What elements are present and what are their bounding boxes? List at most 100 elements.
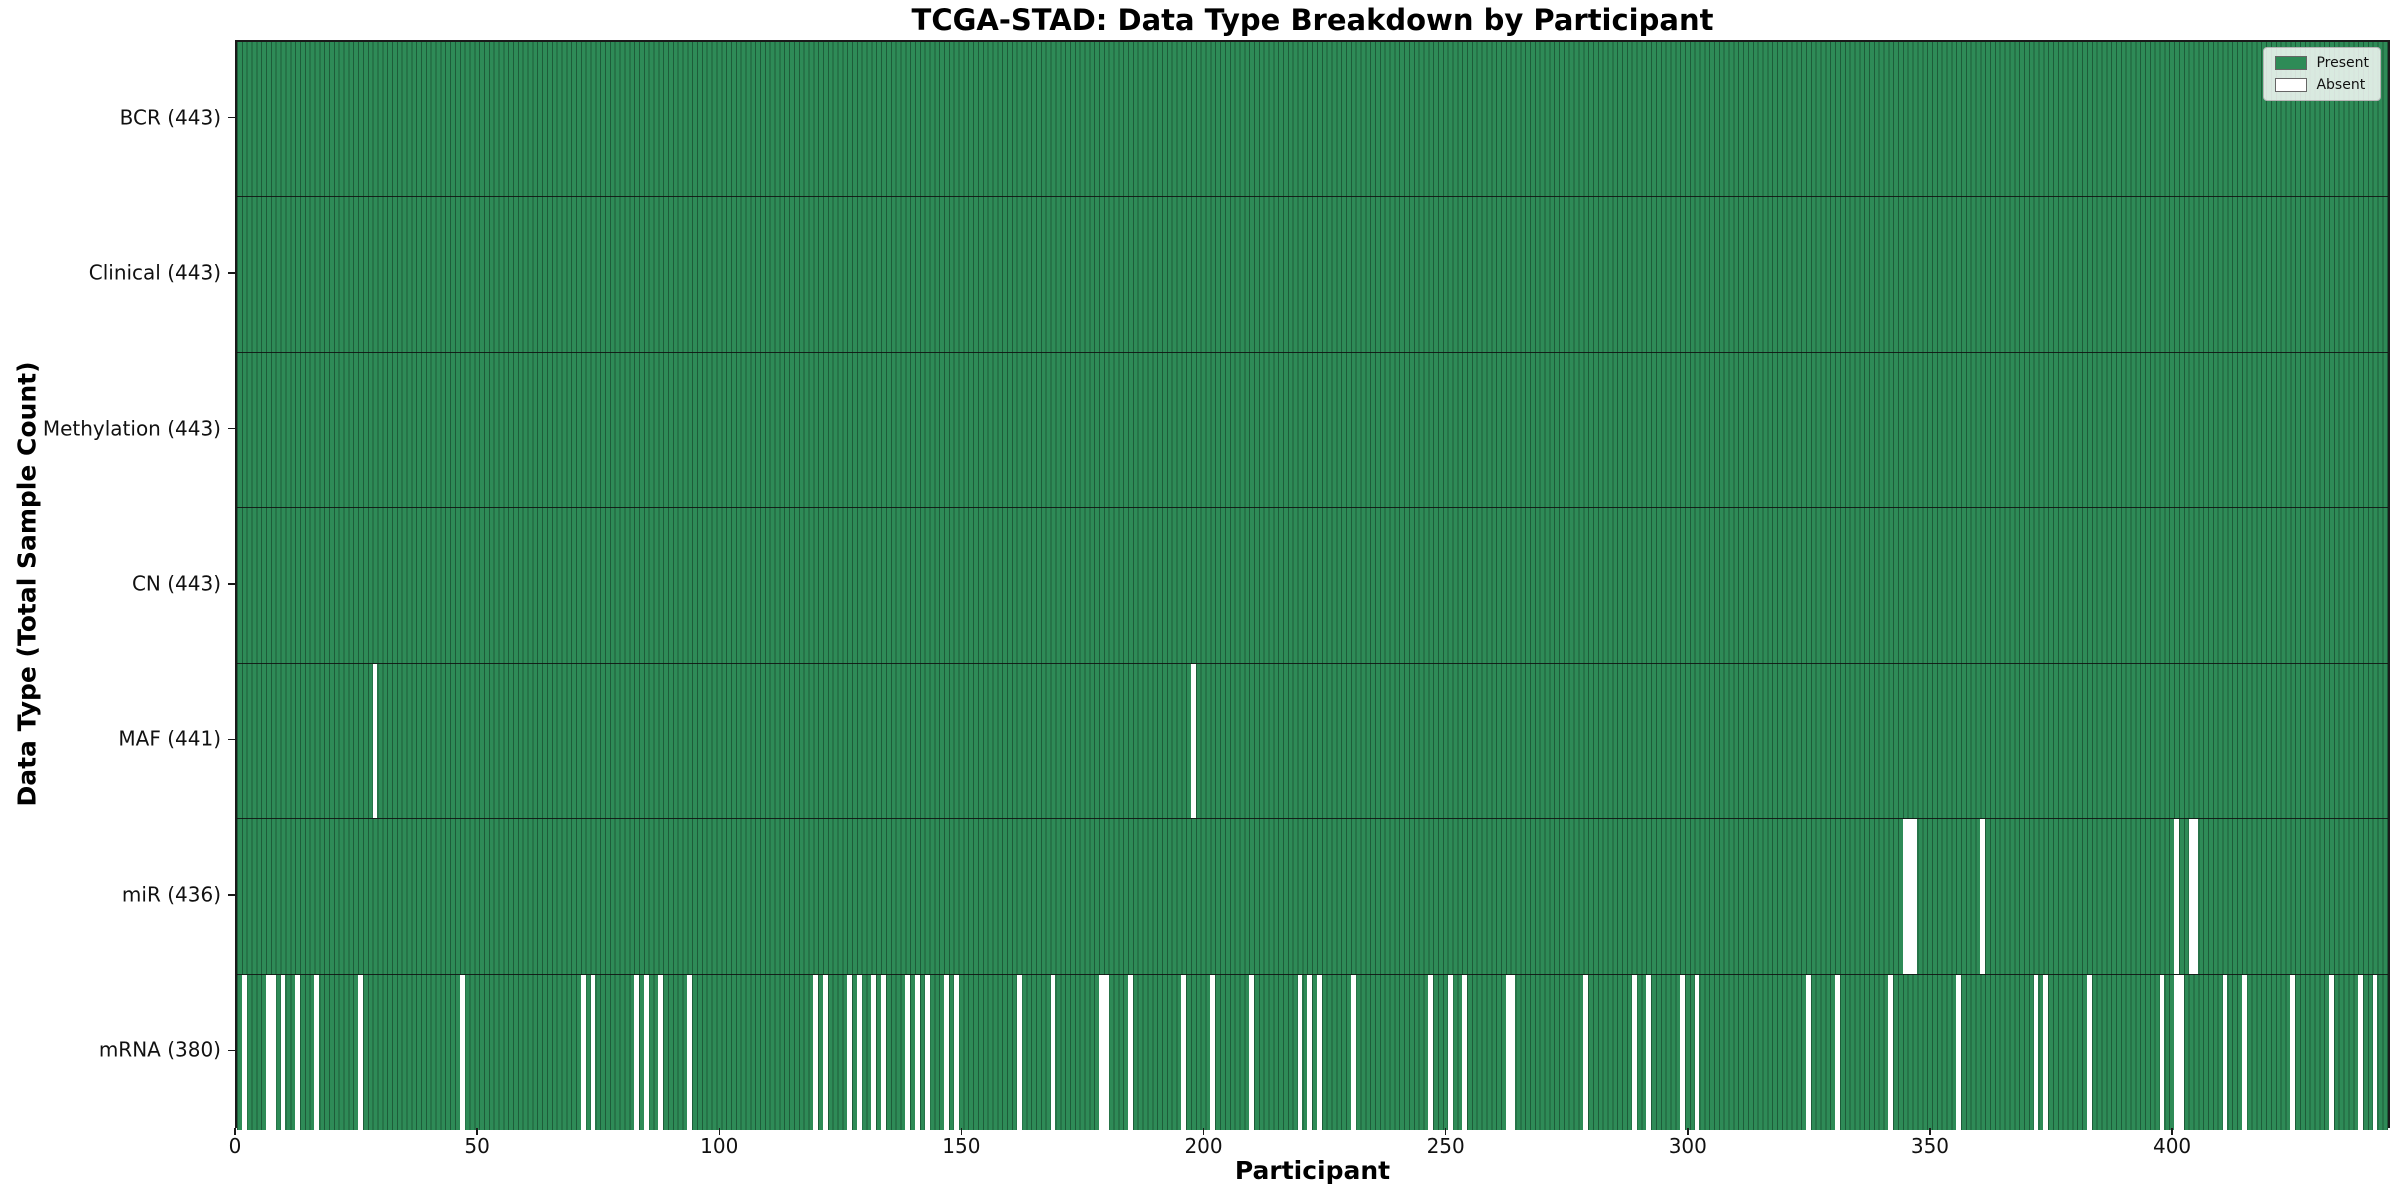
absent-mark [270, 974, 276, 1130]
x-tick-label: 200 [1184, 1134, 1223, 1158]
y-tick-label-Methylation: Methylation (443) [42, 416, 221, 441]
x-tick-label: 100 [700, 1134, 739, 1158]
absent-mark [1099, 974, 1104, 1130]
x-tick-mark [1929, 1128, 1931, 1135]
absent-mark [1631, 974, 1637, 1130]
absent-mark [2178, 974, 2184, 1130]
x-tick-label: 250 [1426, 1134, 1465, 1158]
absent-mark [1249, 974, 1254, 1130]
absent-mark [2372, 974, 2378, 1130]
absent-mark [1050, 974, 1056, 1130]
x-tick-mark [960, 1128, 963, 1135]
x-tick-mark [718, 1128, 721, 1135]
x-tick-label: 50 [464, 1134, 490, 1158]
x-tick-label: 150 [942, 1134, 981, 1158]
absent-mark [1907, 819, 1913, 974]
absent-mark [1646, 974, 1652, 1130]
absent-mark [1210, 974, 1216, 1130]
absent-mark [1462, 974, 1468, 1130]
absent-mark [314, 974, 320, 1130]
y-tick-label-miR: miR (436) [121, 882, 221, 907]
absent-mark [372, 663, 378, 819]
absent-mark [871, 974, 877, 1130]
absent-mark [924, 974, 930, 1130]
y-axis-label: Data Type (Total Sample Count) [12, 361, 42, 807]
absent-mark [1016, 974, 1022, 1130]
x-tick-label: 350 [1910, 1134, 1950, 1158]
y-tick-mark [228, 116, 235, 119]
absent-mark [881, 974, 886, 1130]
absent-mark [905, 974, 911, 1130]
row-CN [237, 508, 2388, 664]
absent-mark [280, 974, 286, 1130]
absent-mark [241, 974, 247, 1130]
absent-mark [1103, 974, 1109, 1130]
absent-mark [580, 974, 586, 1130]
absent-mark [1297, 974, 1303, 1130]
y-tick-mark [228, 272, 235, 274]
absent-mark [1680, 974, 1685, 1130]
absent-mark [459, 974, 465, 1130]
legend-present-label: Present [2316, 55, 2369, 71]
absent-mark [658, 974, 664, 1130]
x-tick-mark [1687, 1128, 1689, 1135]
absent-mark [1980, 819, 1986, 974]
absent-mark [1888, 974, 1894, 1130]
legend-entry-absent: Absent [2275, 77, 2369, 93]
row-MAF [237, 663, 2388, 820]
row-miR [237, 819, 2388, 975]
y-tick-mark [228, 738, 235, 741]
absent-mark [953, 974, 959, 1130]
absent-mark [2290, 974, 2296, 1130]
absent-mark [643, 974, 649, 1130]
absent-mark [1350, 974, 1356, 1130]
absent-mark [2043, 974, 2049, 1130]
x-tick-mark [1444, 1128, 1447, 1135]
absent-mark [2188, 819, 2194, 974]
y-tick-label-CN: CN (443) [131, 571, 221, 596]
absent-mark [2222, 974, 2228, 1130]
absent-mark [1510, 974, 1516, 1130]
y-tick-label-Clinical: Clinical (443) [88, 260, 221, 285]
heatmap-rows [237, 42, 2388, 1130]
row-Clinical [237, 197, 2388, 353]
absent-mark [914, 974, 920, 1130]
x-tick-label: 400 [2152, 1134, 2192, 1158]
x-tick-mark [1202, 1128, 1205, 1135]
absent-mark [813, 974, 819, 1130]
legend-entry-present: Present [2275, 55, 2369, 71]
absent-swatch [2275, 78, 2308, 92]
row-mRNA [237, 974, 2388, 1130]
absent-mark [2174, 974, 2179, 1130]
legend: Present Absent [2263, 47, 2381, 101]
absent-mark [1835, 974, 1840, 1130]
present-swatch [2275, 56, 2308, 70]
absent-mark [2358, 974, 2363, 1130]
absent-mark [687, 974, 693, 1130]
absent-mark [1912, 819, 1918, 974]
row-Methylation [237, 352, 2388, 509]
absent-mark [1583, 974, 1589, 1130]
x-tick-label: 0 [228, 1134, 242, 1158]
chart-title: TCGA-STAD: Data Type Breakdown by Partic… [911, 3, 1714, 37]
absent-mark [847, 974, 853, 1130]
absent-mark [1806, 974, 1811, 1130]
absent-mark [2033, 974, 2039, 1130]
absent-mark [1902, 819, 1908, 974]
absent-mark [1128, 974, 1133, 1130]
absent-mark [2329, 974, 2334, 1130]
row-BCR [237, 42, 2388, 198]
y-tick-mark [228, 427, 235, 430]
absent-mark [856, 974, 862, 1130]
absent-mark [634, 974, 639, 1130]
absent-mark [2086, 974, 2092, 1130]
y-tick-mark [228, 583, 235, 585]
absent-mark [358, 974, 363, 1130]
absent-mark [2174, 819, 2179, 974]
y-tick-label-MAF: MAF (441) [118, 726, 221, 751]
absent-mark [1307, 974, 1313, 1130]
x-tick-mark [2171, 1128, 2173, 1135]
y-tick-label-BCR: BCR (443) [119, 105, 221, 130]
x-axis-label: Participant [1234, 1156, 1391, 1185]
